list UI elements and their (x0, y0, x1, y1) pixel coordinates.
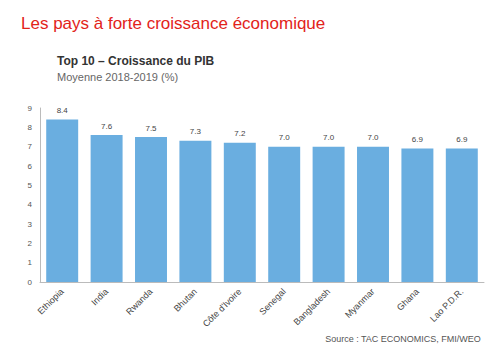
svg-text:2: 2 (28, 239, 33, 248)
svg-text:7.0: 7.0 (367, 133, 379, 142)
svg-text:Les pays à forte croissance éc: Les pays à forte croissance économique (21, 14, 325, 33)
svg-text:6: 6 (28, 162, 33, 171)
svg-text:7: 7 (28, 142, 33, 151)
svg-text:Bangladesh: Bangladesh (291, 286, 332, 327)
svg-text:Côte d'Ivoire: Côte d'Ivoire (201, 286, 244, 329)
svg-text:0: 0 (28, 278, 33, 287)
svg-text:Ethiopia: Ethiopia (36, 286, 66, 316)
svg-text:7.0: 7.0 (279, 133, 291, 142)
svg-text:Source : TAC ECONOMICS, FMI/WE: Source : TAC ECONOMICS, FMI/WEO (325, 334, 481, 344)
svg-text:6.9: 6.9 (412, 135, 424, 144)
svg-text:8.4: 8.4 (57, 106, 69, 115)
svg-text:Moyenne 2018-2019 (%): Moyenne 2018-2019 (%) (57, 71, 178, 83)
svg-text:1: 1 (28, 258, 33, 267)
svg-text:Ghana: Ghana (395, 286, 421, 312)
svg-text:7.3: 7.3 (190, 127, 202, 136)
svg-text:5: 5 (28, 181, 33, 190)
svg-text:Myanmar: Myanmar (343, 286, 377, 320)
svg-text:7.0: 7.0 (323, 133, 335, 142)
svg-text:6.9: 6.9 (456, 135, 468, 144)
svg-text:7.6: 7.6 (101, 122, 113, 131)
svg-text:3: 3 (28, 220, 33, 229)
svg-text:7.5: 7.5 (145, 124, 157, 133)
svg-text:8: 8 (28, 123, 33, 132)
svg-text:4: 4 (28, 200, 33, 209)
svg-text:Lao P.D.R.: Lao P.D.R. (428, 286, 465, 323)
svg-text:Senegal: Senegal (257, 286, 287, 316)
svg-text:7.2: 7.2 (234, 129, 246, 138)
svg-text:Bhutan: Bhutan (172, 286, 199, 313)
svg-text:Rwanda: Rwanda (124, 286, 154, 316)
svg-text:India: India (89, 286, 110, 307)
svg-text:9: 9 (28, 104, 33, 113)
svg-text:Top 10 – Croissance du PIB: Top 10 – Croissance du PIB (57, 54, 214, 68)
